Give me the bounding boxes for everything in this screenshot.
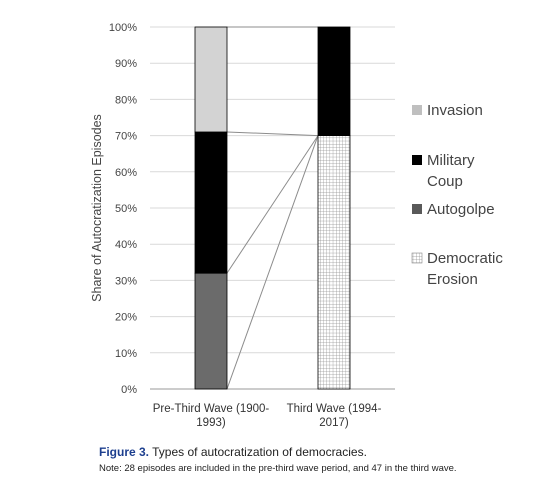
legend-swatch-autogolpe: [412, 204, 422, 214]
caption-text: Types of autocratization of democracies.: [149, 445, 367, 459]
legend-label: Invasion: [427, 102, 483, 119]
connector-lines: [226, 26, 319, 390]
category-label: 1993): [196, 417, 226, 429]
y-tick-label: 100%: [109, 22, 137, 34]
connector-line: [226, 135, 319, 274]
legend-label: Military: [427, 152, 475, 169]
bar-segment-democratic-erosion: [317, 135, 351, 390]
category-label: Pre-Third Wave (1900-: [153, 403, 270, 415]
figure-label: Figure 3.: [99, 445, 150, 459]
chart: 0% 10% 20% 30% 40% 50% 60% 70% 80% 90% 100% Pre-Th…: [90, 22, 503, 429]
y-tick-label: 30%: [115, 275, 137, 287]
y-tick-label: 10%: [115, 348, 137, 360]
legend-swatch-democratic-erosion: [411, 252, 423, 264]
y-tick-label: 60%: [115, 167, 137, 179]
y-tick-label: 40%: [115, 239, 137, 251]
category-labels: Pre-Third Wave (1900- 1993) Third Wave (19…: [153, 403, 382, 429]
bar-segment-autogolpe: [194, 272, 228, 390]
y-tick-label: 90%: [115, 58, 137, 70]
legend: Invasion Military Coup Autogolpe Democratic E…: [411, 102, 503, 288]
legend-label: Coup: [427, 173, 463, 190]
y-tick-labels: 0% 10% 20% 30% 40% 50% 60% 70% 80% 90% 100%: [109, 22, 137, 396]
bar-segment-invasion: [194, 26, 228, 133]
legend-swatch-military-coup: [412, 155, 422, 165]
connector-line: [226, 135, 319, 390]
legend-label: Erosion: [427, 271, 478, 288]
legend-label: Democratic: [427, 250, 503, 267]
y-axis-label: Share of Autocratization Episodes: [90, 114, 104, 302]
legend-label: Autogolpe: [427, 201, 495, 218]
category-label: Third Wave (1994-: [287, 403, 382, 415]
bar-segment-military-coup: [194, 131, 228, 274]
y-tick-label: 70%: [115, 131, 137, 143]
y-tick-label: 20%: [115, 312, 137, 324]
figure-note: Note: 28 episodes are included in the pr…: [99, 463, 457, 474]
bar-segment-military-coup: [317, 26, 351, 136]
category-label: 2017): [319, 417, 349, 429]
y-tick-label: 50%: [115, 203, 137, 215]
y-tick-label: 0%: [121, 384, 137, 396]
connector-line: [226, 131, 319, 137]
bars: [194, 26, 351, 390]
gridlines: [150, 26, 395, 390]
y-tick-label: 80%: [115, 94, 137, 106]
figure-caption: Figure 3. Types of autocratization of de…: [99, 445, 367, 459]
legend-swatch-invasion: [412, 105, 422, 115]
